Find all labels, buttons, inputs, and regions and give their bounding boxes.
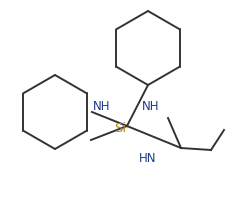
Text: HN: HN: [139, 151, 157, 165]
Text: NH: NH: [93, 100, 111, 113]
Text: Si: Si: [114, 121, 126, 135]
Text: NH: NH: [142, 100, 160, 113]
